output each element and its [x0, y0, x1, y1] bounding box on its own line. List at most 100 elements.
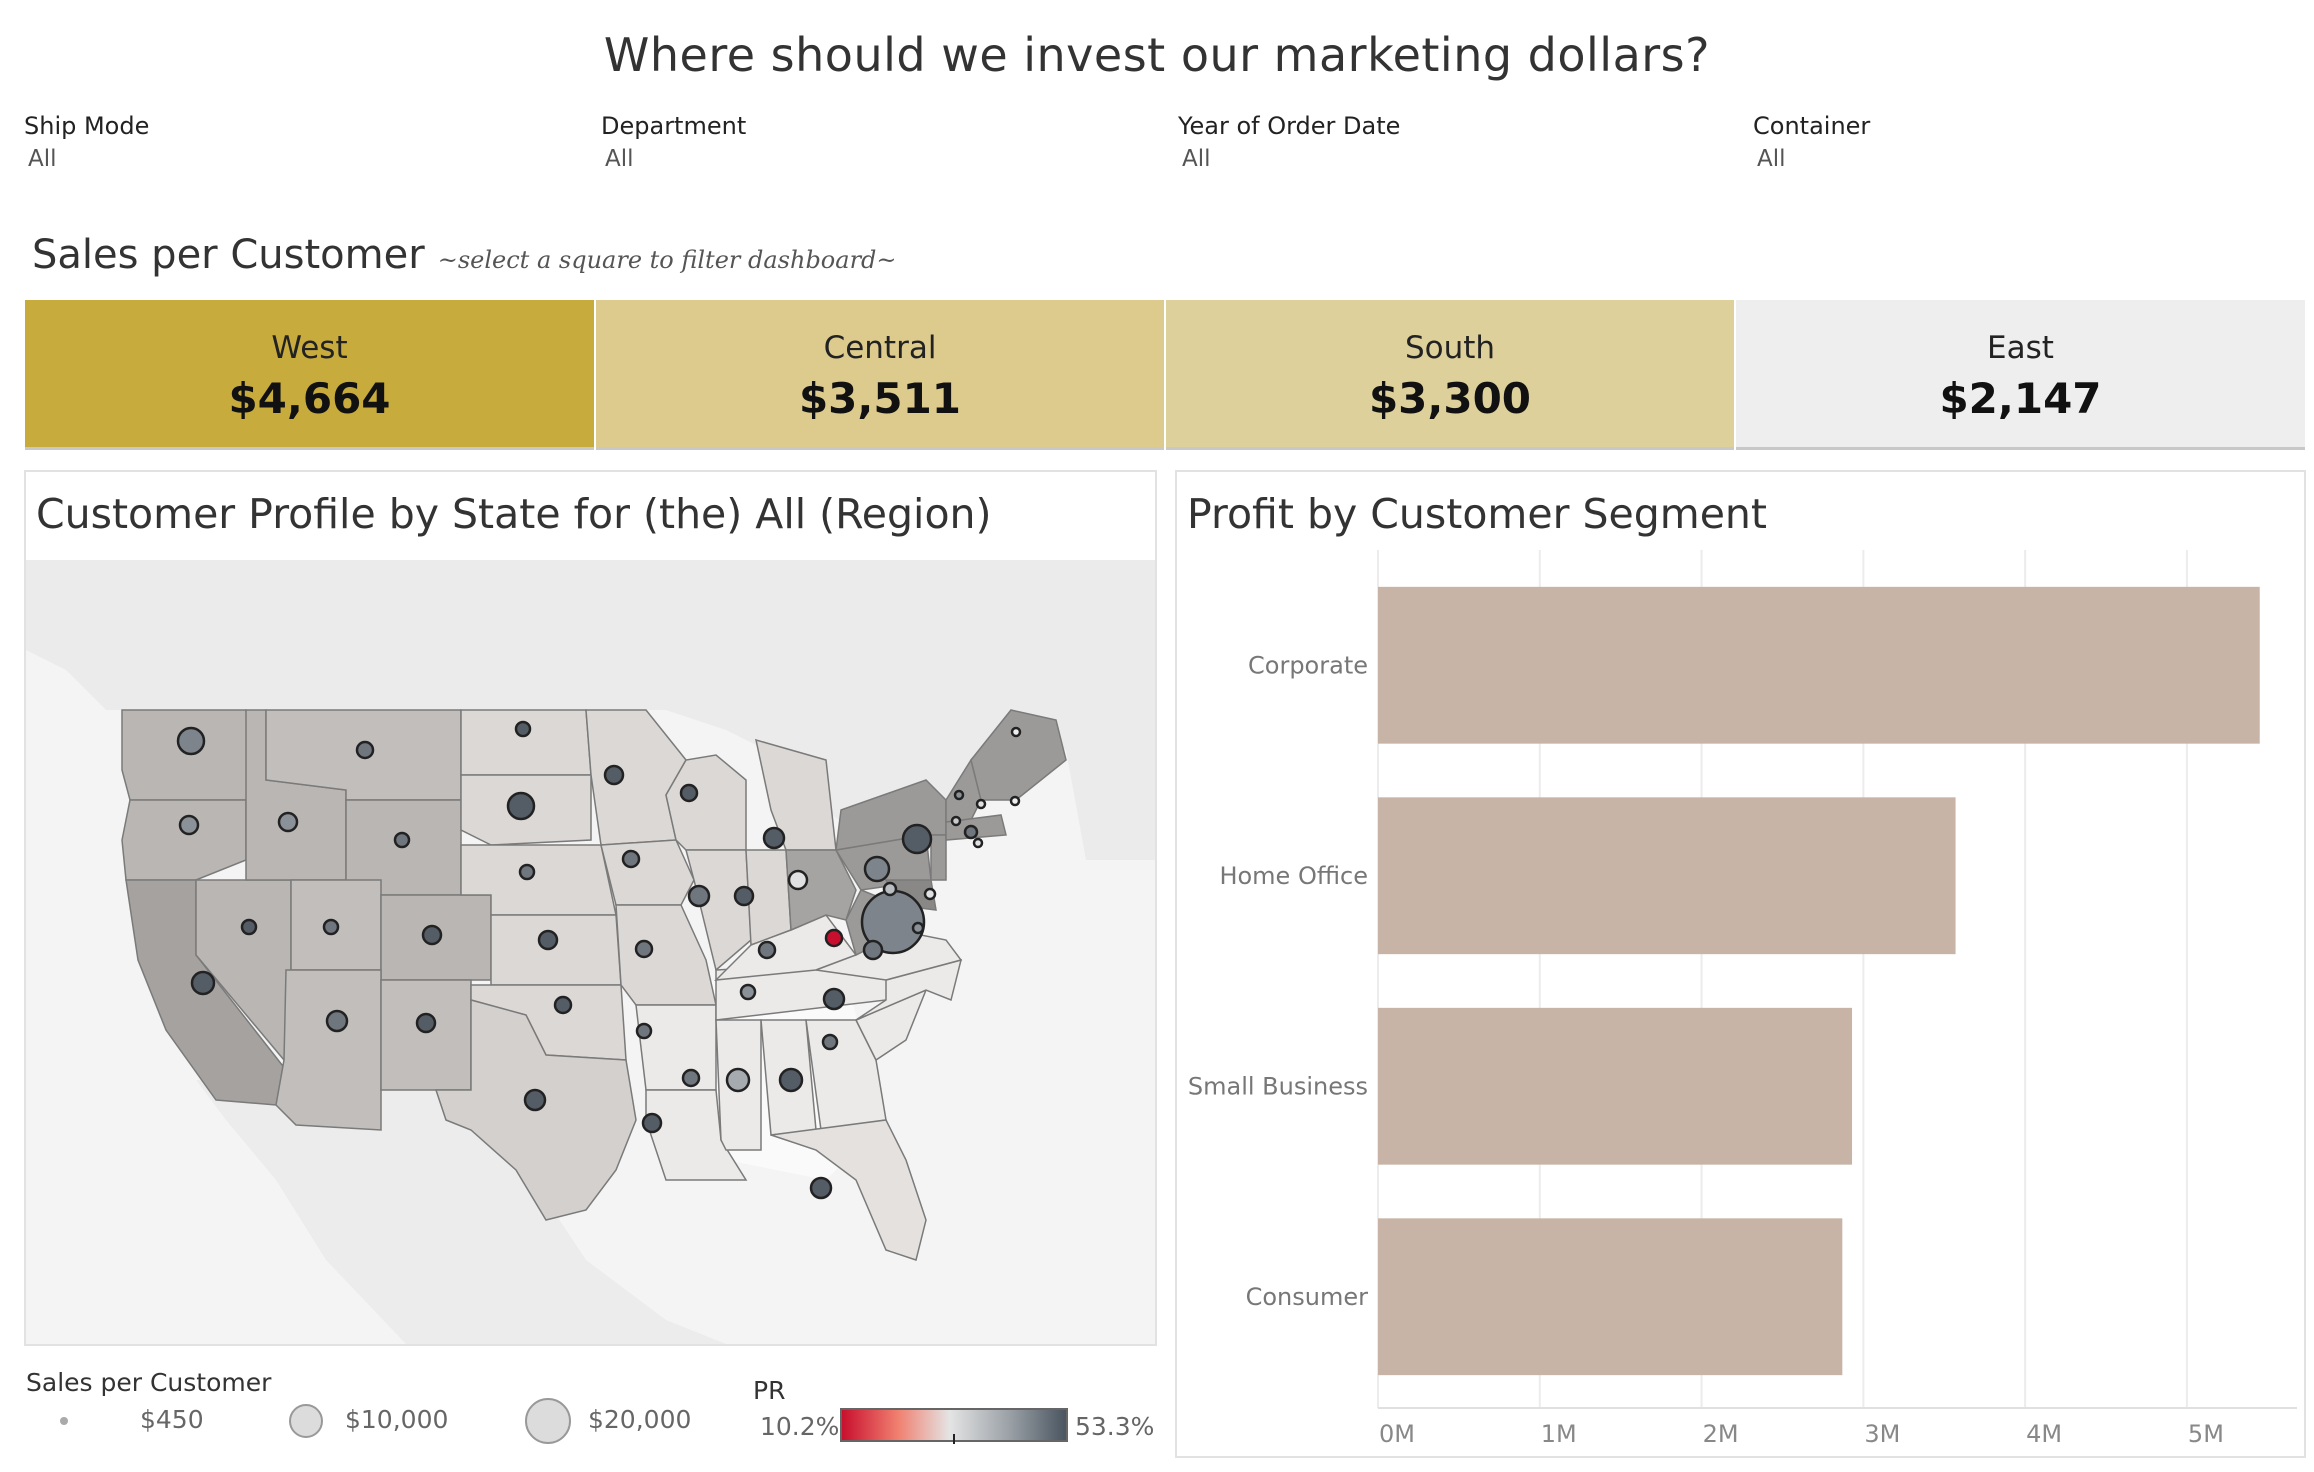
- state-bubble[interactable]: [862, 939, 884, 961]
- region-name: East: [1987, 330, 2054, 366]
- state-bubble[interactable]: [553, 995, 573, 1015]
- state-bubble[interactable]: [882, 881, 898, 897]
- sales-section-header: Sales per Customer ~select a square to f…: [32, 232, 897, 278]
- state-bubble[interactable]: [863, 855, 891, 883]
- state-bubble[interactable]: [190, 970, 216, 996]
- state-washington[interactable]: [121, 709, 252, 801]
- state-bubble[interactable]: [537, 929, 559, 951]
- state-new-jersey[interactable]: [930, 834, 947, 881]
- state-bubble-ohio-low[interactable]: [824, 928, 844, 948]
- state-bubble[interactable]: [506, 791, 536, 821]
- profit-bar-chart[interactable]: 0M 1M 2M 3M 4M 5M Corporate Home Office Small Bu…: [1177, 472, 2304, 1456]
- state-bubble[interactable]: [687, 884, 711, 908]
- category-label: Consumer: [1246, 1283, 1369, 1311]
- state-bubble[interactable]: [415, 1012, 437, 1034]
- region-value: $4,664: [228, 374, 391, 423]
- legend-color-midmark: [953, 1434, 955, 1444]
- state-bubble[interactable]: [635, 1022, 653, 1040]
- state-arizona[interactable]: [275, 969, 382, 1131]
- region-tile-central[interactable]: Central $3,511: [596, 300, 1164, 450]
- state-bubble[interactable]: [176, 726, 206, 756]
- state-iowa[interactable]: [600, 839, 695, 906]
- map-panel: Customer Profile by State for (the) All …: [24, 470, 1157, 1346]
- state-bubble[interactable]: [1010, 726, 1022, 738]
- region-tile-west[interactable]: West $4,664: [25, 300, 594, 450]
- state-bubble[interactable]: [634, 939, 654, 959]
- x-tick-label: 1M: [1541, 1420, 1577, 1448]
- legend-color-title: PR: [753, 1376, 786, 1405]
- state-arkansas[interactable]: [635, 1004, 717, 1091]
- bar-home-office[interactable]: [1378, 797, 1956, 955]
- filter-department[interactable]: Department All: [601, 112, 1161, 172]
- state-new-mexico[interactable]: [380, 979, 472, 1091]
- bar-consumer[interactable]: [1378, 1218, 1843, 1376]
- state-bubble[interactable]: [621, 849, 641, 869]
- state-bubble[interactable]: [821, 1033, 839, 1051]
- state-bubble[interactable]: [523, 1088, 547, 1112]
- state-bubble[interactable]: [822, 987, 846, 1011]
- filter-year[interactable]: Year of Order Date All: [1178, 112, 1738, 172]
- state-bubble[interactable]: [421, 924, 443, 946]
- state-bubble[interactable]: [603, 764, 625, 786]
- region-name: South: [1404, 330, 1496, 366]
- state-bubble[interactable]: [757, 940, 777, 960]
- us-map[interactable]: [26, 560, 1155, 1344]
- state-wisconsin[interactable]: [665, 754, 747, 851]
- state-bubble[interactable]: [950, 815, 962, 827]
- state-florida[interactable]: [770, 1119, 927, 1261]
- mexico-landmass: [196, 1080, 726, 1344]
- state-bubble[interactable]: [355, 740, 375, 760]
- filter-container[interactable]: Container All: [1753, 112, 2293, 172]
- legend-size-title: Sales per Customer: [26, 1368, 272, 1397]
- state-bubble[interactable]: [641, 1112, 663, 1134]
- state-bubble[interactable]: [1009, 795, 1021, 807]
- state-bubble[interactable]: [733, 885, 755, 907]
- region-tile-east[interactable]: East $2,147: [1736, 300, 2305, 450]
- state-bubble[interactable]: [514, 720, 532, 738]
- state-bubble[interactable]: [322, 918, 340, 936]
- filter-label: Year of Order Date: [1178, 112, 1401, 140]
- state-bubble[interactable]: [178, 814, 200, 836]
- state-bubble[interactable]: [953, 789, 965, 801]
- bar-panel: Profit by Customer Segment 0M 1M 2M 3M 4M 5M C…: [1175, 470, 2306, 1458]
- state-oregon[interactable]: [121, 799, 247, 881]
- state-bubble[interactable]: [240, 918, 258, 936]
- state-bubble[interactable]: [325, 1009, 349, 1033]
- state-kansas[interactable]: [490, 914, 622, 986]
- region-name: Central: [823, 330, 937, 366]
- legend-size-medium: [289, 1404, 323, 1438]
- state-bubble[interactable]: [518, 863, 536, 881]
- state-vermont-nh[interactable]: [945, 758, 982, 823]
- legend-size-small: [60, 1417, 68, 1425]
- state-bubble[interactable]: [975, 798, 987, 810]
- state-bubble[interactable]: [739, 983, 757, 1001]
- state-illinois[interactable]: [685, 849, 752, 972]
- state-bubble[interactable]: [923, 887, 937, 901]
- state-north-dakota[interactable]: [460, 709, 592, 776]
- bar-small-business[interactable]: [1378, 1007, 1853, 1165]
- state-bubble[interactable]: [681, 1068, 701, 1088]
- state-bubble[interactable]: [911, 921, 925, 935]
- state-bubble[interactable]: [972, 837, 984, 849]
- filter-ship-mode[interactable]: Ship Mode All: [24, 112, 584, 172]
- filter-value: All: [1182, 146, 1211, 172]
- state-bubble[interactable]: [679, 783, 699, 803]
- state-bubble[interactable]: [787, 869, 809, 891]
- state-bubble[interactable]: [809, 1176, 833, 1200]
- bar-corporate[interactable]: [1378, 586, 2260, 744]
- x-tick-label: 3M: [1864, 1420, 1900, 1448]
- state-bubble[interactable]: [963, 824, 979, 840]
- legend-color-min: 10.2%: [760, 1412, 840, 1441]
- region-tile-south[interactable]: South $3,300: [1166, 300, 1734, 450]
- dashboard-title: Where should we invest our marketing dol…: [603, 28, 1711, 82]
- state-bubble[interactable]: [725, 1067, 751, 1093]
- state-bubble[interactable]: [393, 831, 411, 849]
- state-bubble[interactable]: [901, 823, 933, 855]
- region-value: $3,300: [1368, 374, 1532, 423]
- state-bubble[interactable]: [778, 1067, 804, 1093]
- x-tick-label: 2M: [1703, 1420, 1739, 1448]
- state-bubble[interactable]: [762, 826, 786, 850]
- region-name: West: [271, 330, 348, 366]
- state-bubble[interactable]: [277, 811, 299, 833]
- x-tick-label: 5M: [2188, 1420, 2224, 1448]
